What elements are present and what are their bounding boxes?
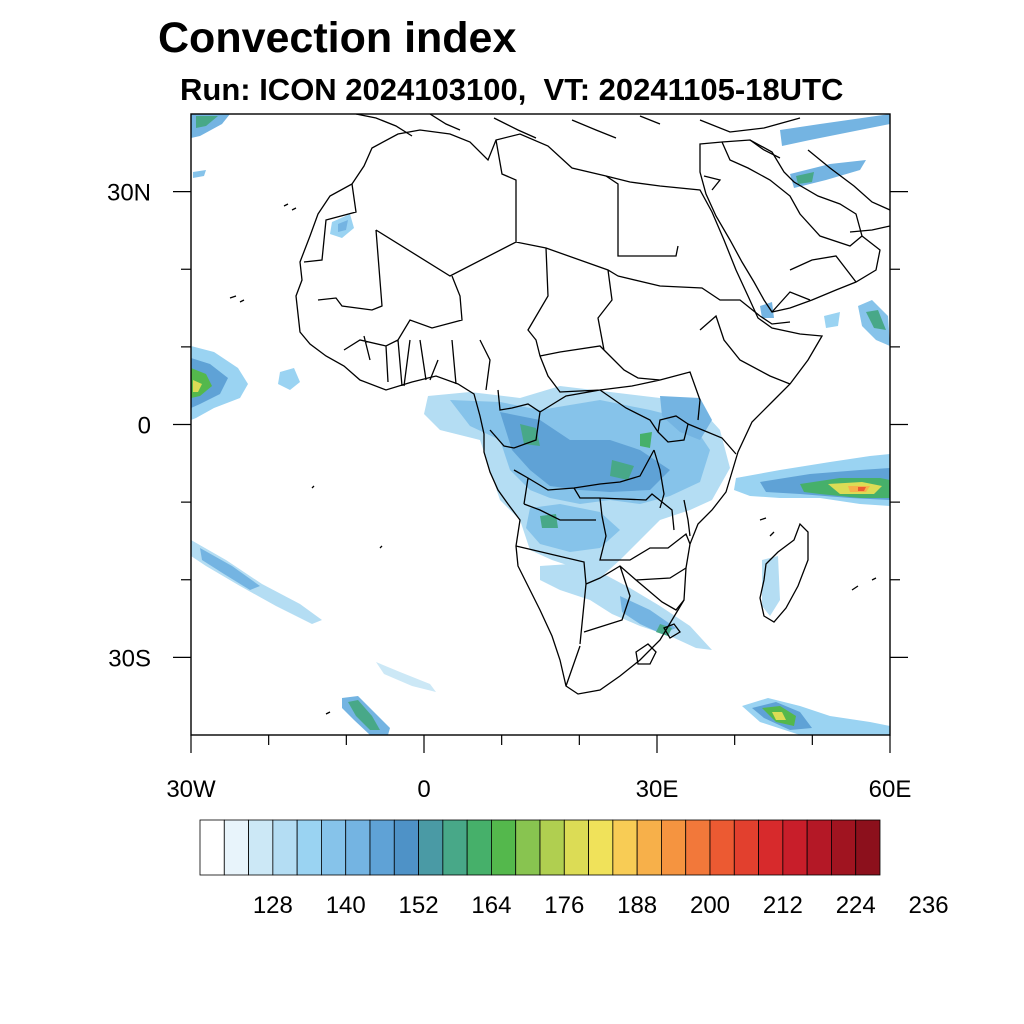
field-patch-horn-small (824, 312, 840, 328)
colorbar-label: 224 (836, 892, 876, 919)
colorbar-swatch (806, 819, 832, 876)
colorbar-swatch (831, 819, 857, 876)
lake-tanganyika (653, 449, 665, 509)
colorbar-label: 212 (763, 892, 803, 919)
x-axis-ticks: 30W 0 30E 60E (166, 735, 912, 803)
colorbar-swatch (223, 819, 249, 876)
field-patch-arabia-gulf (790, 160, 866, 188)
colorbar-swatch (515, 819, 541, 876)
colorbar-swatch (296, 819, 322, 876)
colorbar-label: 140 (326, 892, 366, 919)
field-patch-arabia-north (780, 114, 890, 146)
field-patch-red-sea (760, 302, 774, 318)
x-tick-label: 60E (869, 776, 912, 803)
field-patch-sahara-core (338, 220, 348, 232)
colorbar-swatch (345, 819, 371, 876)
colorbar-label: 176 (544, 892, 584, 919)
field-patch-arabia-gulf-core (796, 172, 814, 184)
colorbar-swatch (442, 819, 468, 876)
colorbar-swatch (612, 819, 638, 876)
y-tick-label: 30N (107, 180, 151, 207)
colorbar-label: 128 (253, 892, 293, 919)
colorbar-swatch (321, 819, 347, 876)
field-patch-nw-small (193, 170, 206, 178)
x-tick-label: 30E (636, 776, 679, 803)
colorbar-label: 188 (617, 892, 657, 919)
colorbar-swatch (539, 819, 565, 876)
colorbar-swatch (563, 819, 589, 876)
field-patch-south-atlantic-sw-core (348, 700, 380, 730)
colorbar-swatch (709, 819, 735, 876)
colorbar-label: 152 (399, 892, 439, 919)
colorbar-label: 236 (909, 892, 949, 919)
country-borders (303, 139, 791, 687)
colorbar-swatch (782, 819, 808, 876)
gulf-coastline (807, 149, 890, 233)
field-patch-indian-ocean-peak2 (858, 487, 866, 491)
field-patch-angola-core (540, 514, 558, 528)
coastlines-and-borders (229, 114, 890, 715)
field-patch-south-atlantic-streak (191, 540, 322, 624)
africa-coastline (295, 129, 824, 695)
x-tick-label: 0 (417, 776, 430, 803)
colorbar-swatch (369, 819, 395, 876)
field-patch-horn-east-core (866, 310, 886, 330)
colorbar-swatch (661, 819, 687, 876)
colorbar-swatch (466, 819, 492, 876)
y-tick-label: 30S (108, 645, 151, 672)
madagascar-coastline (759, 522, 809, 623)
lesotho-border (635, 643, 657, 665)
map-title: Convection index (158, 14, 517, 62)
field-patch-south-atlantic-streak2 (376, 662, 436, 692)
colorbar-swatch (491, 819, 517, 876)
field-patch-south-atlantic-streak-mid (200, 548, 260, 590)
colorbar-swatch (758, 819, 784, 876)
europe-coastline (355, 114, 801, 139)
colorbar-swatch (636, 819, 662, 876)
y-tick-label: 0 (138, 413, 151, 440)
field-patch-nw-corner-core (196, 116, 218, 128)
colorbar-label: 200 (690, 892, 730, 919)
x-tick-label: 30W (166, 776, 216, 803)
map-subtitle: Run: ICON 2024103100, VT: 20241105-18UTC (180, 72, 844, 107)
eswatini-border (663, 623, 681, 639)
colorbar-swatch (199, 819, 225, 876)
colorbar-swatch (855, 819, 881, 876)
field-patch-central-africa-core2 (610, 460, 634, 480)
field-patch-se-corner-hot (772, 712, 786, 720)
arabia-borders (721, 139, 863, 325)
colorbar-swatch (248, 819, 274, 876)
colorbar: 128 140 152 164 176 188 200 212 224 236 (199, 819, 949, 919)
colorbar-label: 164 (471, 892, 511, 919)
colorbar-swatch (418, 819, 444, 876)
field-patch-atlantic-small (278, 368, 300, 390)
colorbar-swatch (272, 819, 298, 876)
field-patch-madagascar (762, 556, 780, 616)
lake-malawi (683, 499, 691, 537)
field-patch-east-africa-core (640, 432, 652, 448)
colorbar-swatch (393, 819, 419, 876)
field-patch-atlantic-west-hot (193, 380, 202, 392)
convection-field (191, 114, 890, 735)
colorbar-swatch (685, 819, 711, 876)
islands (229, 203, 877, 715)
colorbar-swatch (588, 819, 614, 876)
y-axis-ticks: 30N 0 30S (107, 180, 908, 672)
colorbar-swatch (733, 819, 759, 876)
field-patch-southern-africa-mid (620, 596, 676, 634)
